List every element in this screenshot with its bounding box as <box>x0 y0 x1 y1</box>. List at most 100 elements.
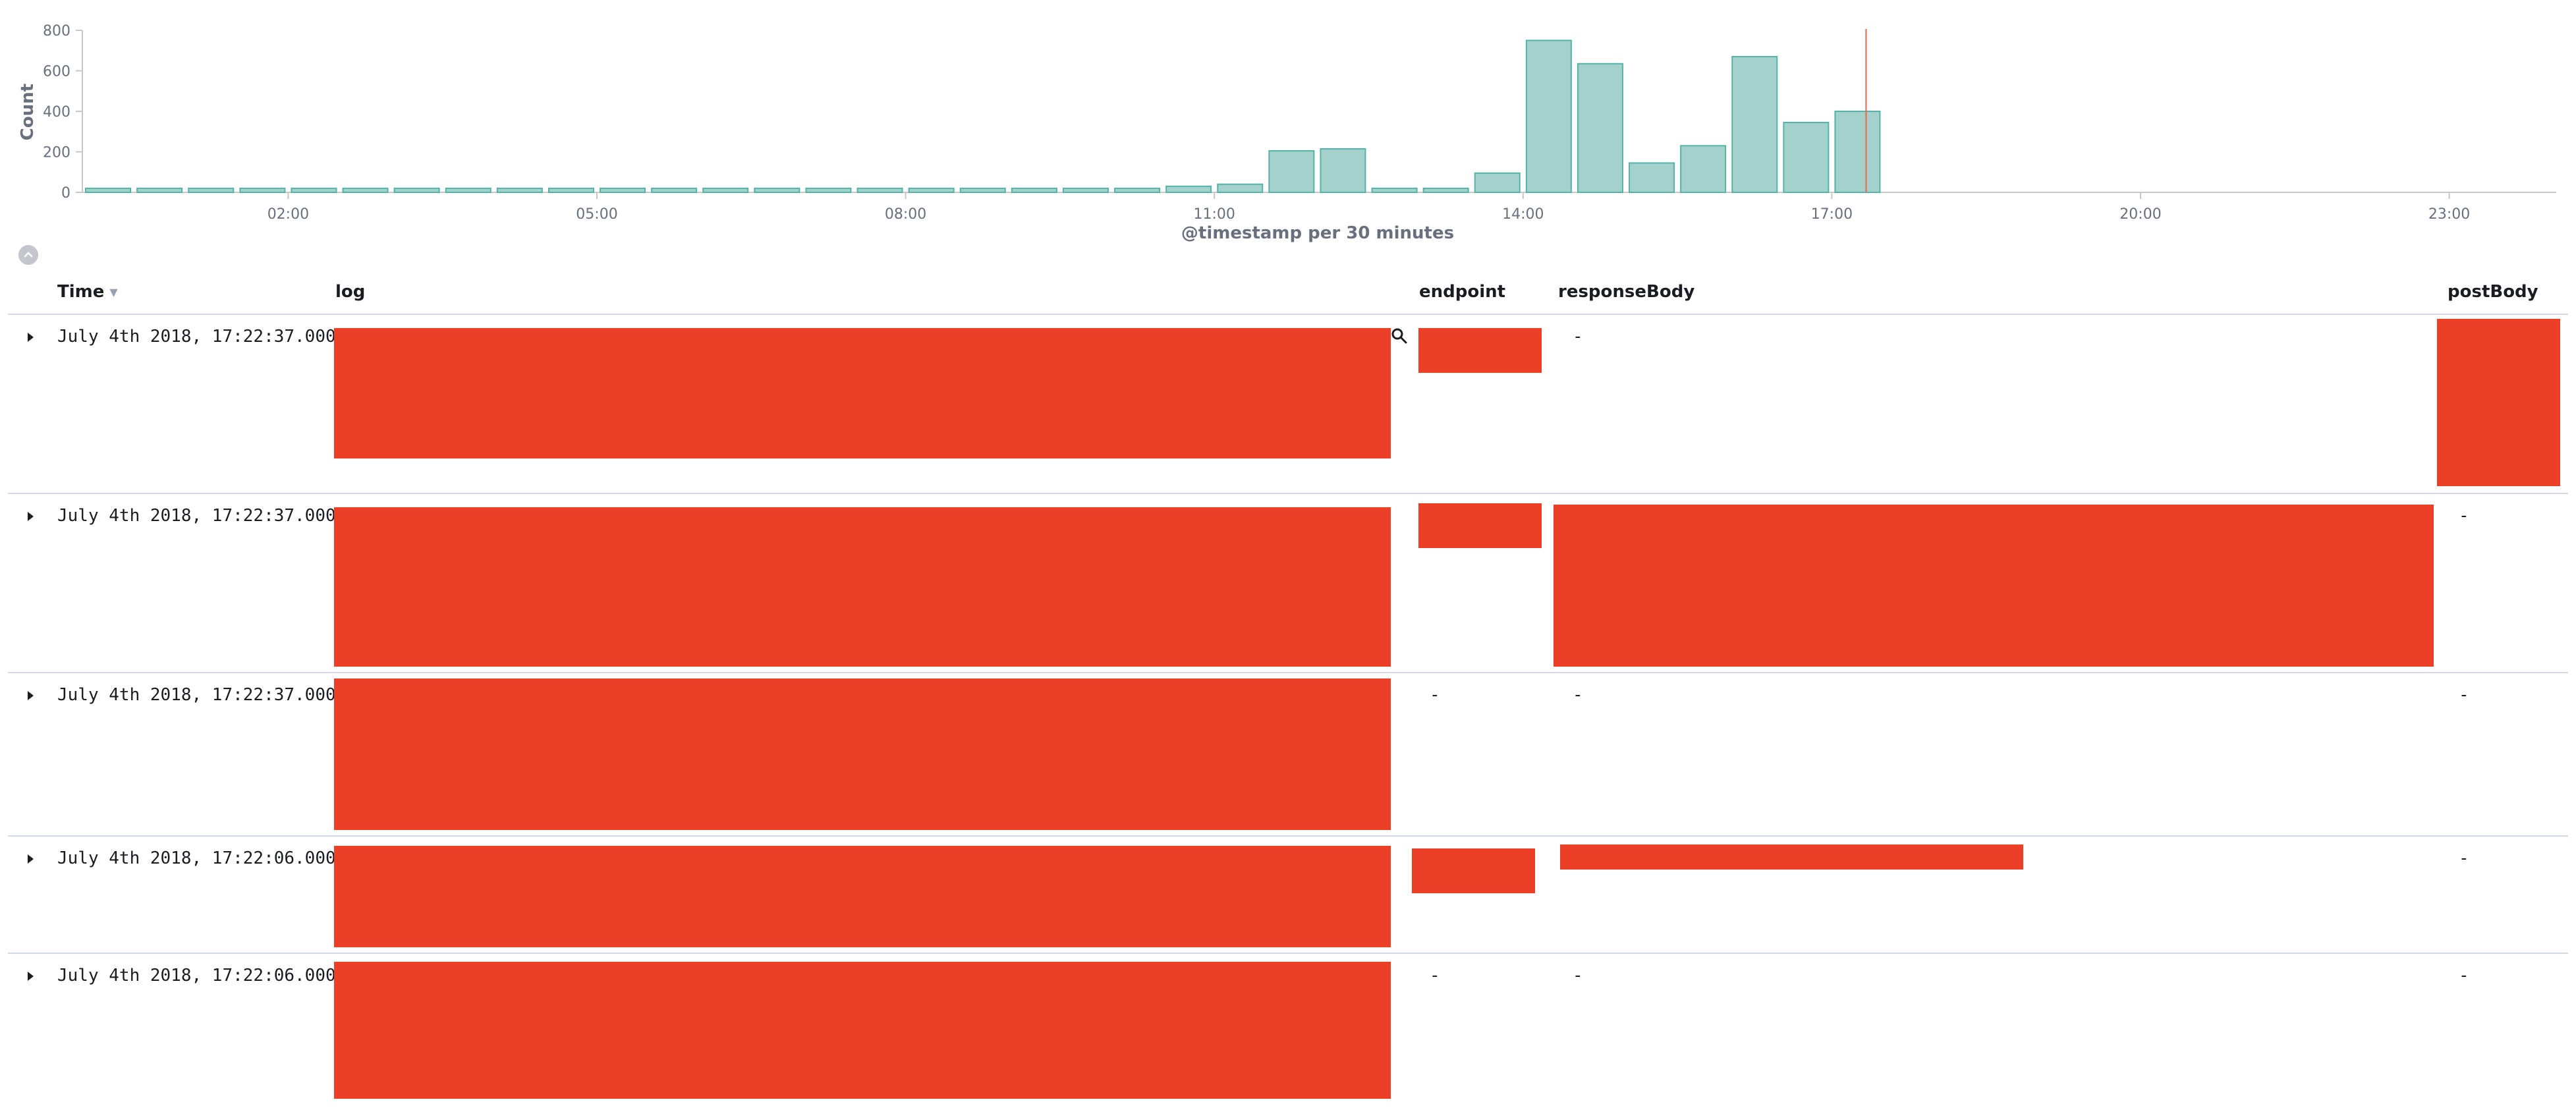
histogram-bar[interactable] <box>1834 111 1881 193</box>
response-body-empty: - <box>1573 685 1583 705</box>
column-header-log[interactable]: log <box>335 282 366 302</box>
redacted-response-body-cell <box>1554 505 2434 667</box>
row-time: July 4th 2018, 17:22:06.000 <box>57 966 336 985</box>
redacted-endpoint-cell <box>1412 848 1535 893</box>
table-row[interactable]: July 4th 2018, 17:22:37.000 - <box>8 315 2568 494</box>
histogram-bar[interactable] <box>1062 187 1109 194</box>
arrow-right-icon <box>27 972 34 981</box>
histogram-bar[interactable] <box>1320 148 1366 193</box>
histogram-bar[interactable] <box>856 187 903 194</box>
magnify-icon[interactable] <box>1390 327 1409 345</box>
histogram-bar[interactable] <box>85 187 132 194</box>
y-tick-label: 200 <box>43 145 70 161</box>
histogram-bar[interactable] <box>342 187 389 194</box>
table-row[interactable]: July 4th 2018, 17:22:37.000 - - - <box>8 673 2568 837</box>
histogram-bar[interactable] <box>445 187 491 194</box>
y-tick-label: 0 <box>61 185 70 202</box>
expand-row-button[interactable] <box>22 688 38 704</box>
column-header-time[interactable]: Time ▼ <box>57 282 118 302</box>
response-body-empty: - <box>1573 327 1583 346</box>
table-row[interactable]: July 4th 2018, 17:22:06.000 - <box>8 837 2568 954</box>
histogram-bar[interactable] <box>600 187 646 194</box>
expand-row-button[interactable] <box>22 509 38 524</box>
y-axis-title: Count <box>18 84 38 140</box>
post-body-empty: - <box>2459 685 2469 705</box>
x-tick-label: 17:00 <box>1811 206 1853 223</box>
redacted-log-cell <box>334 328 1391 458</box>
histogram-bar[interactable] <box>1525 40 1572 193</box>
histogram-bar[interactable] <box>1783 121 1830 194</box>
histogram-bar[interactable] <box>754 187 800 194</box>
histogram-chart: 0 200 400 600 800 02:00 05:00 08:00 11:00 14:00 1… <box>18 23 2556 243</box>
redacted-post-body-cell <box>2437 319 2560 486</box>
x-tick-label: 14:00 <box>1502 206 1544 223</box>
document-table: Time ▼ log endpoint responseBody postBody… <box>8 277 2568 1108</box>
redacted-log-cell <box>334 679 1391 830</box>
histogram-bar[interactable] <box>239 187 286 194</box>
x-axis-ticks: 02:00 05:00 08:00 11:00 14:00 17:00 20:00 23:00 <box>267 192 2470 223</box>
x-tick-label: 02:00 <box>267 206 309 223</box>
redacted-endpoint-cell <box>1418 503 1542 548</box>
post-body-empty: - <box>2459 506 2469 526</box>
post-body-empty: - <box>2459 966 2469 985</box>
histogram-bar[interactable] <box>1165 185 1212 193</box>
histogram-bar[interactable] <box>908 187 955 194</box>
histogram-bar[interactable] <box>136 187 183 194</box>
histogram-bar[interactable] <box>1114 187 1161 194</box>
histogram-bar[interactable] <box>1422 187 1469 194</box>
response-body-empty: - <box>1573 966 1583 985</box>
expand-row-button[interactable] <box>22 968 38 984</box>
row-time: July 4th 2018, 17:22:06.000 <box>57 848 336 868</box>
column-header-endpoint[interactable]: endpoint <box>1419 282 1506 302</box>
histogram-bar[interactable] <box>1629 162 1675 194</box>
histogram-bar[interactable] <box>1474 172 1521 194</box>
histogram-bar[interactable] <box>959 187 1006 194</box>
histogram-bar[interactable] <box>1577 63 1623 193</box>
collapse-chart-button[interactable] <box>18 245 38 265</box>
expand-row-button[interactable] <box>22 329 38 345</box>
bar-series[interactable] <box>85 40 1881 194</box>
histogram-bar[interactable] <box>1217 183 1264 194</box>
arrow-right-icon <box>27 691 34 700</box>
expand-row-button[interactable] <box>22 851 38 867</box>
endpoint-empty: - <box>1430 966 1440 985</box>
histogram-bar[interactable] <box>188 187 235 194</box>
histogram-bar[interactable] <box>547 187 594 194</box>
histogram-bar[interactable] <box>1371 187 1418 194</box>
table-row[interactable]: July 4th 2018, 17:22:37.000 - <box>8 494 2568 673</box>
histogram-bar[interactable] <box>651 187 698 194</box>
redacted-log-cell <box>334 507 1391 667</box>
x-tick-label: 11:00 <box>1193 206 1235 223</box>
row-time: July 4th 2018, 17:22:37.000 <box>57 506 336 526</box>
endpoint-empty: - <box>1430 685 1440 705</box>
table-row[interactable]: July 4th 2018, 17:22:06.000 - - - <box>8 954 2568 1108</box>
histogram-bar[interactable] <box>393 187 440 194</box>
histogram-bar[interactable] <box>291 187 337 194</box>
redacted-log-cell <box>334 962 1391 1099</box>
column-header-response-body[interactable]: responseBody <box>1558 282 1695 302</box>
y-tick-label: 400 <box>43 104 70 121</box>
redacted-endpoint-cell <box>1418 328 1542 373</box>
y-tick-label: 800 <box>43 23 70 40</box>
x-tick-label: 20:00 <box>2119 206 2161 223</box>
histogram-bar[interactable] <box>1731 55 1778 193</box>
x-tick-label: 05:00 <box>576 206 617 223</box>
redacted-log-cell <box>334 846 1391 947</box>
histogram-bar[interactable] <box>805 187 852 194</box>
histogram-bar[interactable] <box>702 187 749 194</box>
row-time: July 4th 2018, 17:22:37.000 <box>57 327 336 346</box>
histogram-bar[interactable] <box>1011 187 1057 194</box>
table-header-row: Time ▼ log endpoint responseBody postBody <box>8 277 2568 315</box>
column-header-post-body[interactable]: postBody <box>2448 282 2538 302</box>
arrow-right-icon <box>27 854 34 864</box>
sort-down-icon[interactable]: ▼ <box>109 286 118 298</box>
x-tick-label: 23:00 <box>2428 206 2470 223</box>
histogram-bar[interactable] <box>1268 150 1315 193</box>
histogram-bar[interactable] <box>496 187 543 194</box>
x-axis-title: @timestamp per 30 minutes <box>1181 223 1454 243</box>
redacted-response-body-cell <box>1560 845 2023 870</box>
arrow-right-icon <box>27 333 34 342</box>
histogram-bar[interactable] <box>1680 145 1727 193</box>
x-tick-label: 08:00 <box>885 206 926 223</box>
y-axis-ticks: 0 200 400 600 800 <box>43 23 82 202</box>
